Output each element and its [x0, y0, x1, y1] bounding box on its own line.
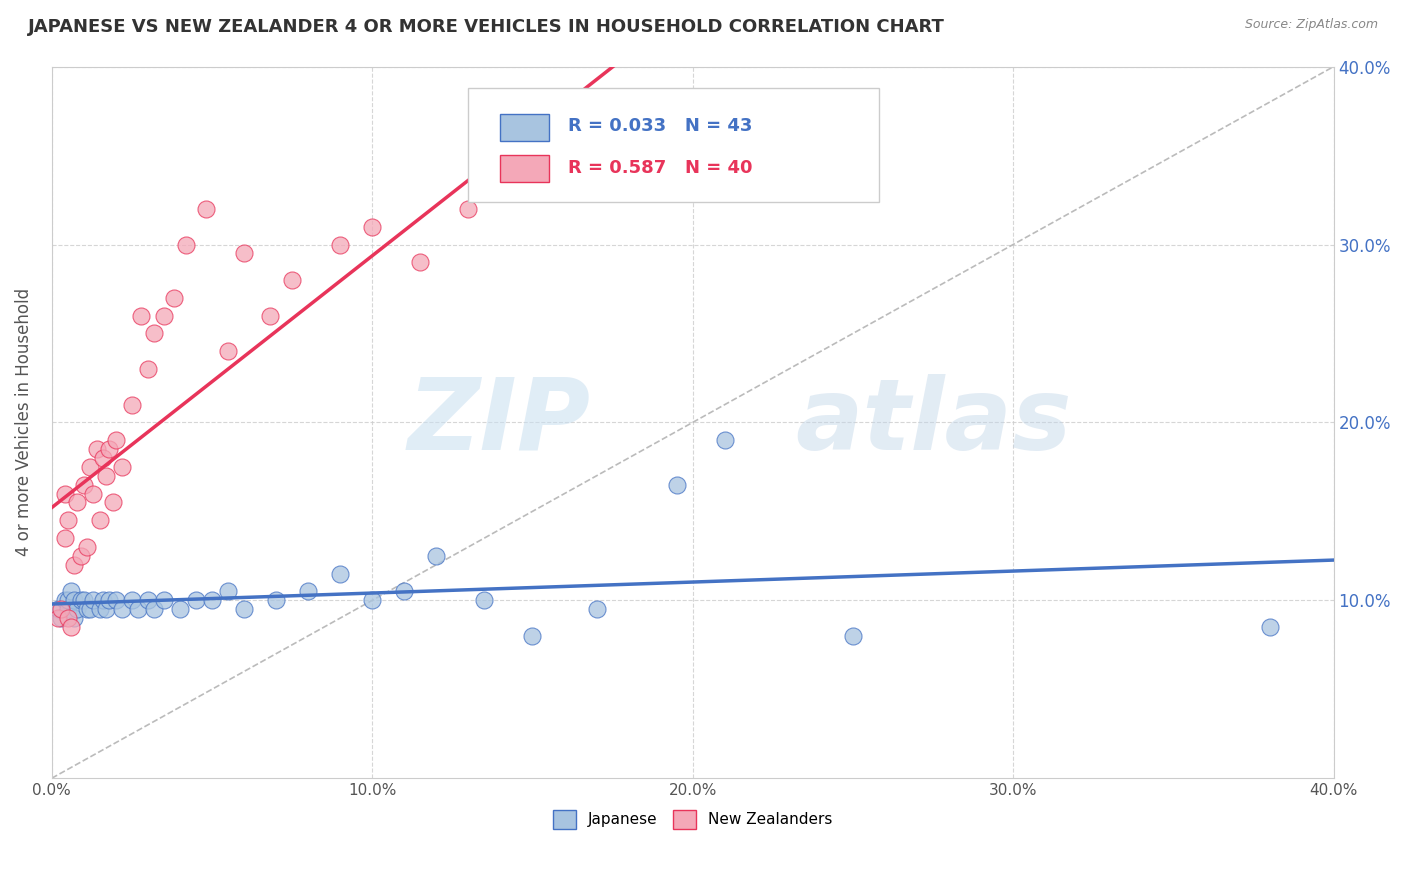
Point — [111, 459, 134, 474]
Point — [56, 611, 79, 625]
Point — [361, 219, 384, 234]
Point — [46, 602, 69, 616]
Point — [53, 531, 76, 545]
Point — [259, 309, 281, 323]
Point — [264, 593, 287, 607]
Text: R = 0.033   N = 43: R = 0.033 N = 43 — [568, 117, 752, 135]
Point — [63, 593, 86, 607]
Point — [297, 584, 319, 599]
Point — [66, 495, 89, 509]
Point — [361, 593, 384, 607]
Point — [217, 344, 239, 359]
Point — [96, 468, 118, 483]
Point — [69, 549, 91, 563]
Point — [56, 602, 79, 616]
Point — [127, 602, 149, 616]
Point — [633, 166, 655, 180]
Point — [329, 237, 352, 252]
Point — [522, 629, 544, 643]
Text: R = 0.587   N = 40: R = 0.587 N = 40 — [568, 160, 752, 178]
Point — [82, 593, 104, 607]
Point — [409, 255, 432, 269]
Point — [66, 602, 89, 616]
Point — [425, 549, 447, 563]
Point — [51, 602, 73, 616]
Point — [233, 602, 256, 616]
Point — [101, 495, 124, 509]
Point — [153, 309, 176, 323]
Point — [153, 593, 176, 607]
Point — [176, 237, 198, 252]
Text: atlas: atlas — [796, 374, 1071, 471]
Point — [329, 566, 352, 581]
Point — [143, 602, 166, 616]
Point — [76, 540, 98, 554]
Point — [63, 558, 86, 572]
Point — [82, 486, 104, 500]
FancyBboxPatch shape — [501, 114, 550, 141]
Point — [136, 362, 159, 376]
Point — [121, 398, 143, 412]
Point — [73, 593, 96, 607]
Point — [69, 593, 91, 607]
Point — [79, 459, 101, 474]
Point — [217, 584, 239, 599]
Point — [79, 602, 101, 616]
Point — [59, 584, 82, 599]
Point — [585, 602, 607, 616]
Point — [1258, 620, 1281, 634]
Point — [111, 602, 134, 616]
Point — [46, 611, 69, 625]
Point — [169, 602, 191, 616]
Point — [184, 593, 207, 607]
Text: JAPANESE VS NEW ZEALANDER 4 OR MORE VEHICLES IN HOUSEHOLD CORRELATION CHART: JAPANESE VS NEW ZEALANDER 4 OR MORE VEHI… — [28, 18, 945, 36]
Point — [56, 593, 79, 607]
Point — [842, 629, 865, 643]
Point — [394, 584, 416, 599]
Point — [98, 442, 121, 456]
Legend: Japanese, New Zealanders: Japanese, New Zealanders — [547, 804, 838, 835]
Point — [56, 513, 79, 527]
Point — [104, 593, 127, 607]
Point — [457, 202, 479, 216]
Text: ZIP: ZIP — [408, 374, 591, 471]
Point — [143, 326, 166, 341]
Point — [233, 246, 256, 260]
FancyBboxPatch shape — [501, 155, 550, 182]
Point — [76, 602, 98, 616]
Point — [91, 450, 114, 465]
Point — [51, 611, 73, 625]
Point — [98, 593, 121, 607]
Point — [63, 611, 86, 625]
Point — [131, 309, 153, 323]
Point — [89, 513, 111, 527]
Y-axis label: 4 or more Vehicles in Household: 4 or more Vehicles in Household — [15, 288, 32, 557]
Point — [86, 442, 108, 456]
Point — [89, 602, 111, 616]
Point — [53, 593, 76, 607]
Text: Source: ZipAtlas.com: Source: ZipAtlas.com — [1244, 18, 1378, 31]
Point — [665, 477, 688, 491]
Point — [121, 593, 143, 607]
Point — [96, 602, 118, 616]
FancyBboxPatch shape — [468, 88, 879, 202]
Point — [162, 291, 184, 305]
Point — [91, 593, 114, 607]
Point — [136, 593, 159, 607]
Point — [537, 184, 560, 198]
Point — [73, 477, 96, 491]
Point — [59, 620, 82, 634]
Point — [194, 202, 217, 216]
Point — [201, 593, 224, 607]
Point — [281, 273, 304, 287]
Point — [53, 486, 76, 500]
Point — [474, 593, 496, 607]
Point — [713, 434, 735, 448]
Point — [104, 434, 127, 448]
